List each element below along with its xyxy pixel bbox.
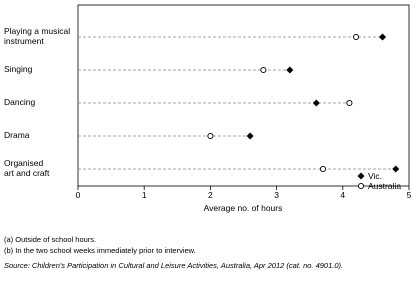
label-line: Playing a musical [4,26,70,36]
x-tick-label: 4 [340,190,345,200]
legend-label: Vic. [368,171,382,181]
label-line: instrument [4,36,44,46]
y-tick-label: Drama [4,130,30,140]
footnote: (b) In the two school weeks immediately … [4,246,196,255]
x-tick-label: 2 [208,190,213,200]
dot [379,33,387,41]
x-tick-label: 3 [274,190,279,200]
dot [392,165,400,173]
dot [319,165,326,173]
dot [352,33,360,41]
y-tick-label: Playing a musical instrument [4,26,70,46]
x-axis-label: Average no. of hours [204,203,283,213]
y-tick-label: Singing [4,64,33,74]
legend-label: Australia [368,181,401,191]
dot [346,99,353,107]
dot [207,132,214,140]
dot [312,99,320,107]
legend-marker [357,172,365,180]
x-tick-label: 5 [407,190,412,200]
label-line: Dancing [4,97,35,107]
dot [260,66,267,74]
label-line: Singing [4,64,33,74]
legend-marker [357,182,365,190]
footnote: (a) Outside of school hours. [4,235,96,244]
plot-frame [77,4,410,187]
label-line: art and craft [4,168,50,178]
x-tick-label: 1 [142,190,147,200]
y-tick-label: Organised art and craft [4,158,50,178]
source: Source: Children's Participation in Cult… [4,261,343,270]
x-tick-label: 0 [76,190,81,200]
dot [246,132,254,140]
label-line: Organised [4,158,43,168]
label-line: Drama [4,130,30,140]
dot [286,66,294,74]
y-tick-label: Dancing [4,97,35,107]
